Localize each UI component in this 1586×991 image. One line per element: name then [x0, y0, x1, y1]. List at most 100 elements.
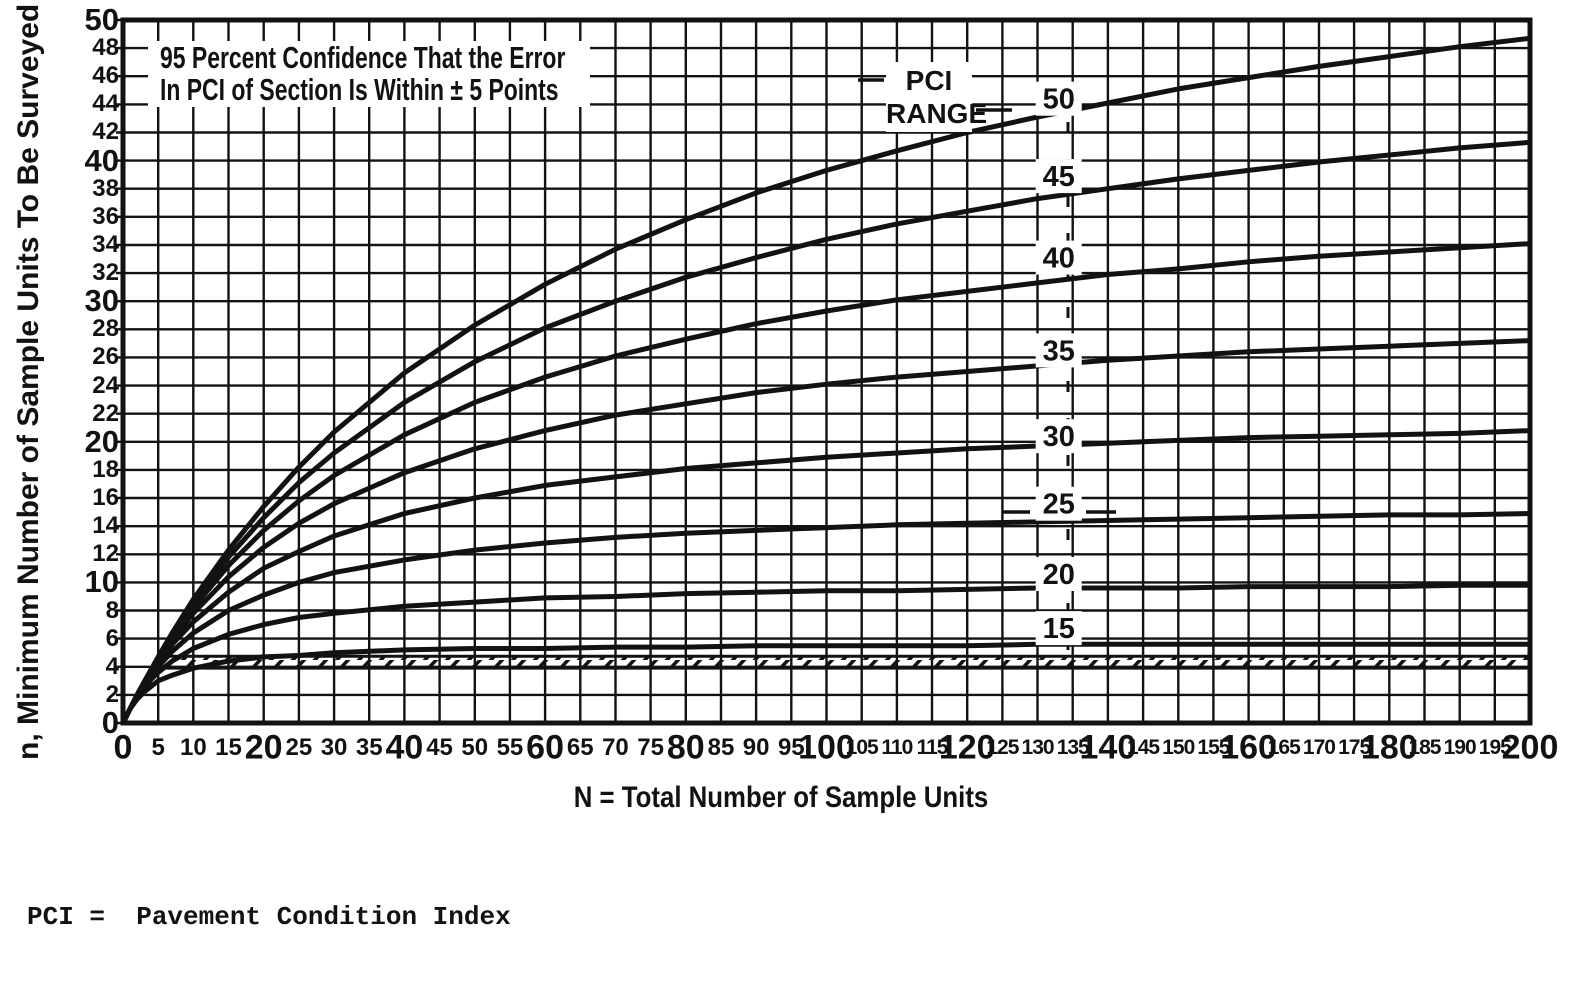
- curve-label-45: 45: [1043, 161, 1075, 193]
- x-tick-label-35: 35: [355, 734, 383, 761]
- x-tick-label-200: 200: [1501, 728, 1559, 767]
- curve-label-box-30: [1035, 419, 1082, 454]
- y-tick-label-44: 44: [92, 90, 119, 118]
- curve-pci-range-20: [120, 582, 1533, 726]
- x-tick-label-95: 95: [777, 734, 805, 761]
- x-tick-label-45: 45: [426, 734, 453, 761]
- y-tick-label-38: 38: [92, 174, 119, 202]
- curve-label-30: 30: [1043, 421, 1075, 453]
- y-tick-label-4: 4: [105, 652, 119, 680]
- curve-label-box-45: [1035, 159, 1082, 194]
- y-tick-label-16: 16: [92, 484, 119, 512]
- x-tick-label-80: 80: [666, 728, 705, 767]
- y-tick-label-34: 34: [92, 230, 119, 258]
- annotation-line-1: 95 Percent Confidence That the Error: [160, 40, 566, 75]
- x-tick-label-15: 15: [215, 734, 242, 761]
- x-tick-label-90: 90: [742, 734, 770, 761]
- y-tick-label-14: 14: [92, 512, 119, 540]
- legend-title-line-2: RANGE: [886, 98, 988, 129]
- x-tick-label-30: 30: [320, 734, 348, 761]
- x-axis-title: N = Total Number of Sample Units: [573, 781, 989, 814]
- curve-label-box-50: [1035, 81, 1082, 116]
- curve-label-box-40: [1035, 240, 1082, 275]
- x-tick-label-185: 185: [1408, 736, 1441, 759]
- annotation-line-2: In PCI of Section Is Within ± 5 Points: [160, 72, 559, 107]
- plot-grid: [116, 18, 1532, 725]
- curve-label-50: 50: [1043, 84, 1075, 116]
- y-tick-label-10: 10: [84, 564, 119, 600]
- x-tick-label-150: 150: [1162, 736, 1195, 759]
- curve-pci-range-15: [120, 641, 1533, 726]
- x-tick-label-40: 40: [385, 728, 424, 767]
- x-tick-label-175: 175: [1338, 736, 1371, 759]
- y-tick-label-24: 24: [92, 371, 119, 399]
- legend-title-line-1: PCI: [905, 65, 953, 96]
- footnotes: PCI = Pavement Condition Index PCI RANGE…: [27, 841, 963, 991]
- x-tick-label-10: 10: [179, 734, 207, 761]
- y-tick-label-18: 18: [92, 455, 119, 483]
- x-tick-label-65: 65: [566, 734, 594, 761]
- footnote-line-1: PCI = Pavement Condition Index: [27, 902, 511, 932]
- x-tick-label-165: 165: [1267, 736, 1301, 759]
- curve-label-40: 40: [1043, 243, 1075, 275]
- x-tick-label-170: 170: [1302, 736, 1336, 759]
- x-tick-label-60: 60: [526, 728, 565, 767]
- y-axis-title: n, Minimum Number of Sample Units To Be …: [12, 3, 45, 760]
- y-tick-label-42: 42: [92, 118, 119, 146]
- y-tick-label-26: 26: [92, 343, 119, 371]
- x-tick-label-85: 85: [707, 734, 735, 761]
- x-tick-label-140: 140: [1079, 728, 1137, 767]
- x-tick-label-160: 160: [1220, 728, 1277, 767]
- x-tick-label-55: 55: [496, 734, 524, 761]
- curve-label-20: 20: [1043, 559, 1075, 591]
- x-tick-label-110: 110: [881, 736, 913, 759]
- y-tick-label-2: 2: [105, 680, 119, 708]
- y-tick-label-32: 32: [92, 259, 119, 287]
- min-sample-band: [158, 654, 1530, 670]
- y-tick-label-50: 50: [84, 2, 119, 37]
- curve-label-box-25: [1035, 486, 1082, 521]
- annotation-box: 95 Percent Confidence That the Error In …: [148, 41, 590, 107]
- x-tick-label-75: 75: [637, 734, 664, 761]
- y-tick-label-0: 0: [101, 705, 119, 740]
- curve-pci-range-25: [120, 511, 1533, 726]
- x-tick-label-105: 105: [845, 736, 879, 759]
- y-tick-label-36: 36: [92, 202, 119, 230]
- x-tick-label-20: 20: [244, 728, 283, 767]
- y-tick-label-28: 28: [92, 315, 119, 343]
- x-tick-label-25: 25: [285, 734, 313, 761]
- curve-label-35: 35: [1043, 335, 1075, 367]
- y-tick-label-6: 6: [105, 624, 119, 652]
- x-tick-label-180: 180: [1360, 728, 1418, 767]
- x-tick-label-5: 5: [151, 734, 165, 761]
- x-tick-label-0: 0: [113, 728, 133, 767]
- x-tick-label-120: 120: [938, 728, 996, 767]
- y-tick-label-12: 12: [92, 540, 119, 568]
- x-tick-label-130: 130: [1021, 736, 1055, 759]
- curve-label-15: 15: [1043, 613, 1075, 645]
- x-tick-label-155: 155: [1197, 736, 1230, 759]
- y-tick-label-22: 22: [92, 399, 119, 427]
- y-tick-label-48: 48: [92, 34, 119, 62]
- curve-label-box-35: [1035, 333, 1082, 368]
- y-tick-label-8: 8: [105, 596, 119, 624]
- x-tick-label-100: 100: [798, 728, 855, 767]
- x-tick-label-195: 195: [1478, 736, 1512, 759]
- y-tick-label-30: 30: [84, 283, 119, 319]
- y-tick-label-46: 46: [92, 62, 119, 90]
- y-tick-label-40: 40: [84, 142, 119, 178]
- x-tick-label-135: 135: [1056, 736, 1090, 759]
- x-tick-label-125: 125: [986, 736, 1019, 759]
- curve-label-25: 25: [1043, 489, 1075, 521]
- legend-title: PCI RANGE: [886, 62, 988, 132]
- x-tick-label-50: 50: [461, 734, 489, 761]
- curve-label-box-15: [1035, 611, 1082, 646]
- y-tick-label-20: 20: [84, 423, 119, 459]
- plot-border: [120, 17, 1533, 726]
- x-tick-label-145: 145: [1127, 736, 1160, 759]
- x-tick-label-70: 70: [602, 734, 629, 761]
- x-tick-label-115: 115: [916, 736, 949, 759]
- x-tick-label-190: 190: [1443, 736, 1477, 759]
